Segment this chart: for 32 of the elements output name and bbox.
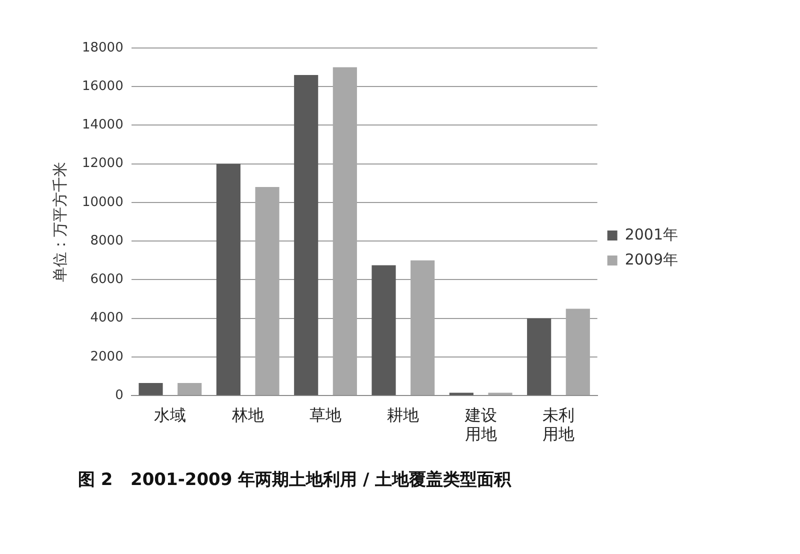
bar xyxy=(488,392,512,396)
bar xyxy=(372,265,396,396)
y-tick-label: 16000 xyxy=(82,78,124,94)
legend-label: 2001年 xyxy=(624,225,678,244)
y-tick-label: 8000 xyxy=(90,233,124,248)
x-tick-label: 耕地 xyxy=(387,405,420,424)
y-tick-label: 12000 xyxy=(82,156,124,172)
y-tick-label: 2000 xyxy=(90,349,124,364)
text: 图 2 2001-2009 年两期土地利用 / 土地覆盖类型面积 xyxy=(78,469,512,491)
y-tick-label: 14000 xyxy=(82,118,124,133)
y-axis-title: 单位：万平方千米 xyxy=(50,162,69,282)
x-tick-label: 建设用地 xyxy=(464,405,497,444)
y-tick-label: 6000 xyxy=(90,272,124,288)
bar xyxy=(332,67,357,396)
bar xyxy=(255,187,280,396)
x-tick-label: 水域 xyxy=(154,405,186,424)
y-tick-label: 18000 xyxy=(82,40,124,56)
y-tick-label: 0 xyxy=(115,388,124,403)
y-tick-label: 10000 xyxy=(82,194,124,210)
x-tick-label: 草地 xyxy=(310,405,342,424)
bar xyxy=(566,308,590,396)
y-tick-label: 4000 xyxy=(90,310,124,326)
bar xyxy=(527,318,552,396)
bar xyxy=(449,392,474,396)
bar xyxy=(294,75,318,396)
bar xyxy=(138,383,163,396)
bar xyxy=(410,260,435,396)
x-tick-label: 未利用地 xyxy=(542,405,574,444)
legend-label: 2009年 xyxy=(624,250,678,268)
bar xyxy=(216,164,240,396)
x-tick-label: 林地 xyxy=(230,405,264,424)
bar xyxy=(178,383,202,396)
